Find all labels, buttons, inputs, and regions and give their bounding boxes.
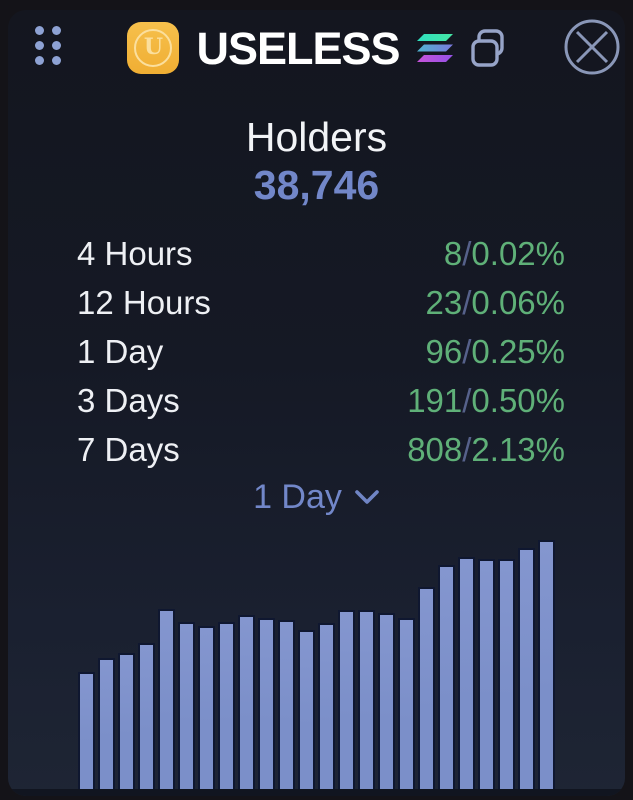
holders-bar	[338, 610, 355, 789]
row-separator: /	[462, 283, 472, 321]
row-value: 808/2.13%	[407, 431, 565, 469]
holders-title: Holders	[245, 114, 388, 160]
holders-bar	[518, 548, 535, 789]
row-value: 191/0.50%	[407, 382, 565, 420]
token-logo-icon: U	[127, 22, 180, 74]
holders-count: 38,746	[253, 162, 380, 209]
holders-bar	[258, 618, 275, 789]
token-logo-letter: U	[143, 34, 164, 60]
solana-chain-icon	[416, 34, 453, 62]
table-row: 12 Hours 23/0.06%	[77, 278, 565, 327]
table-row: 7 Days 808/2.13%	[77, 425, 565, 474]
token-logo-ring: U	[134, 29, 173, 67]
row-count: 8	[443, 234, 463, 272]
holders-bar	[198, 626, 215, 789]
row-value: 23/0.06%	[426, 284, 565, 322]
holders-bar	[158, 609, 175, 789]
table-row: 3 Days 191/0.50%	[77, 376, 565, 425]
row-separator: /	[462, 234, 472, 272]
holders-bar	[398, 618, 415, 789]
dot	[52, 56, 61, 65]
close-button[interactable]	[563, 18, 621, 76]
holders-bar-chart	[78, 529, 555, 789]
holders-bar	[358, 610, 375, 789]
token-widget-panel: U USELESS	[8, 10, 625, 796]
holders-bar	[138, 643, 155, 789]
row-percent: 0.25%	[471, 332, 565, 370]
row-percent: 0.06%	[471, 283, 565, 321]
holders-bar	[478, 559, 495, 789]
row-percent: 0.02%	[471, 234, 565, 272]
row-separator: /	[462, 381, 472, 419]
token-title: USELESS	[196, 22, 400, 74]
holders-bar	[238, 615, 255, 789]
row-label: 7 Days	[77, 430, 180, 468]
row-count: 191	[407, 381, 463, 419]
holders-bar	[378, 613, 395, 789]
stats-header: Holders 38,746	[8, 114, 625, 209]
row-count: 96	[425, 332, 463, 370]
holders-bar	[298, 630, 315, 789]
timeframe-dropdown-value: 1 Day	[253, 477, 342, 516]
timeframe-dropdown[interactable]: 1 Day	[8, 478, 625, 516]
row-label: 3 Days	[77, 381, 180, 419]
holders-bar	[438, 565, 455, 789]
holders-bar	[498, 559, 515, 789]
timeframe-stats-table: 4 Hours 8/0.02% 12 Hours 23/0.06% 1 Day …	[77, 229, 565, 474]
row-value: 96/0.25%	[426, 333, 565, 371]
dot	[35, 56, 44, 65]
holders-bar	[418, 587, 435, 789]
row-value: 8/0.02%	[444, 235, 565, 273]
row-count: 23	[425, 283, 463, 321]
holders-bar	[538, 540, 555, 789]
header: U USELESS	[8, 18, 625, 78]
chevron-down-icon	[355, 490, 379, 504]
dot	[52, 41, 61, 50]
holders-bar	[278, 620, 295, 789]
row-percent: 0.50%	[471, 381, 565, 419]
row-separator: /	[462, 332, 472, 370]
dot	[52, 26, 61, 35]
copy-address-button[interactable]	[470, 28, 506, 68]
holders-bar	[118, 653, 135, 789]
holders-bar	[78, 672, 95, 789]
holders-bar	[318, 623, 335, 789]
chart-baseline	[8, 789, 625, 796]
holders-bar	[178, 622, 195, 789]
row-percent: 2.13%	[471, 430, 565, 468]
table-row: 4 Hours 8/0.02%	[77, 229, 565, 278]
row-count: 808	[407, 430, 463, 468]
dot	[35, 41, 44, 50]
drag-handle-icon[interactable]	[35, 26, 61, 65]
dot	[35, 26, 44, 35]
row-label: 12 Hours	[77, 283, 211, 321]
table-row: 1 Day 96/0.25%	[77, 327, 565, 376]
row-label: 1 Day	[77, 332, 164, 370]
holders-bar	[98, 658, 115, 789]
row-separator: /	[462, 430, 472, 468]
holders-bar	[218, 622, 235, 789]
holders-bar	[458, 557, 475, 789]
row-label: 4 Hours	[77, 234, 193, 272]
